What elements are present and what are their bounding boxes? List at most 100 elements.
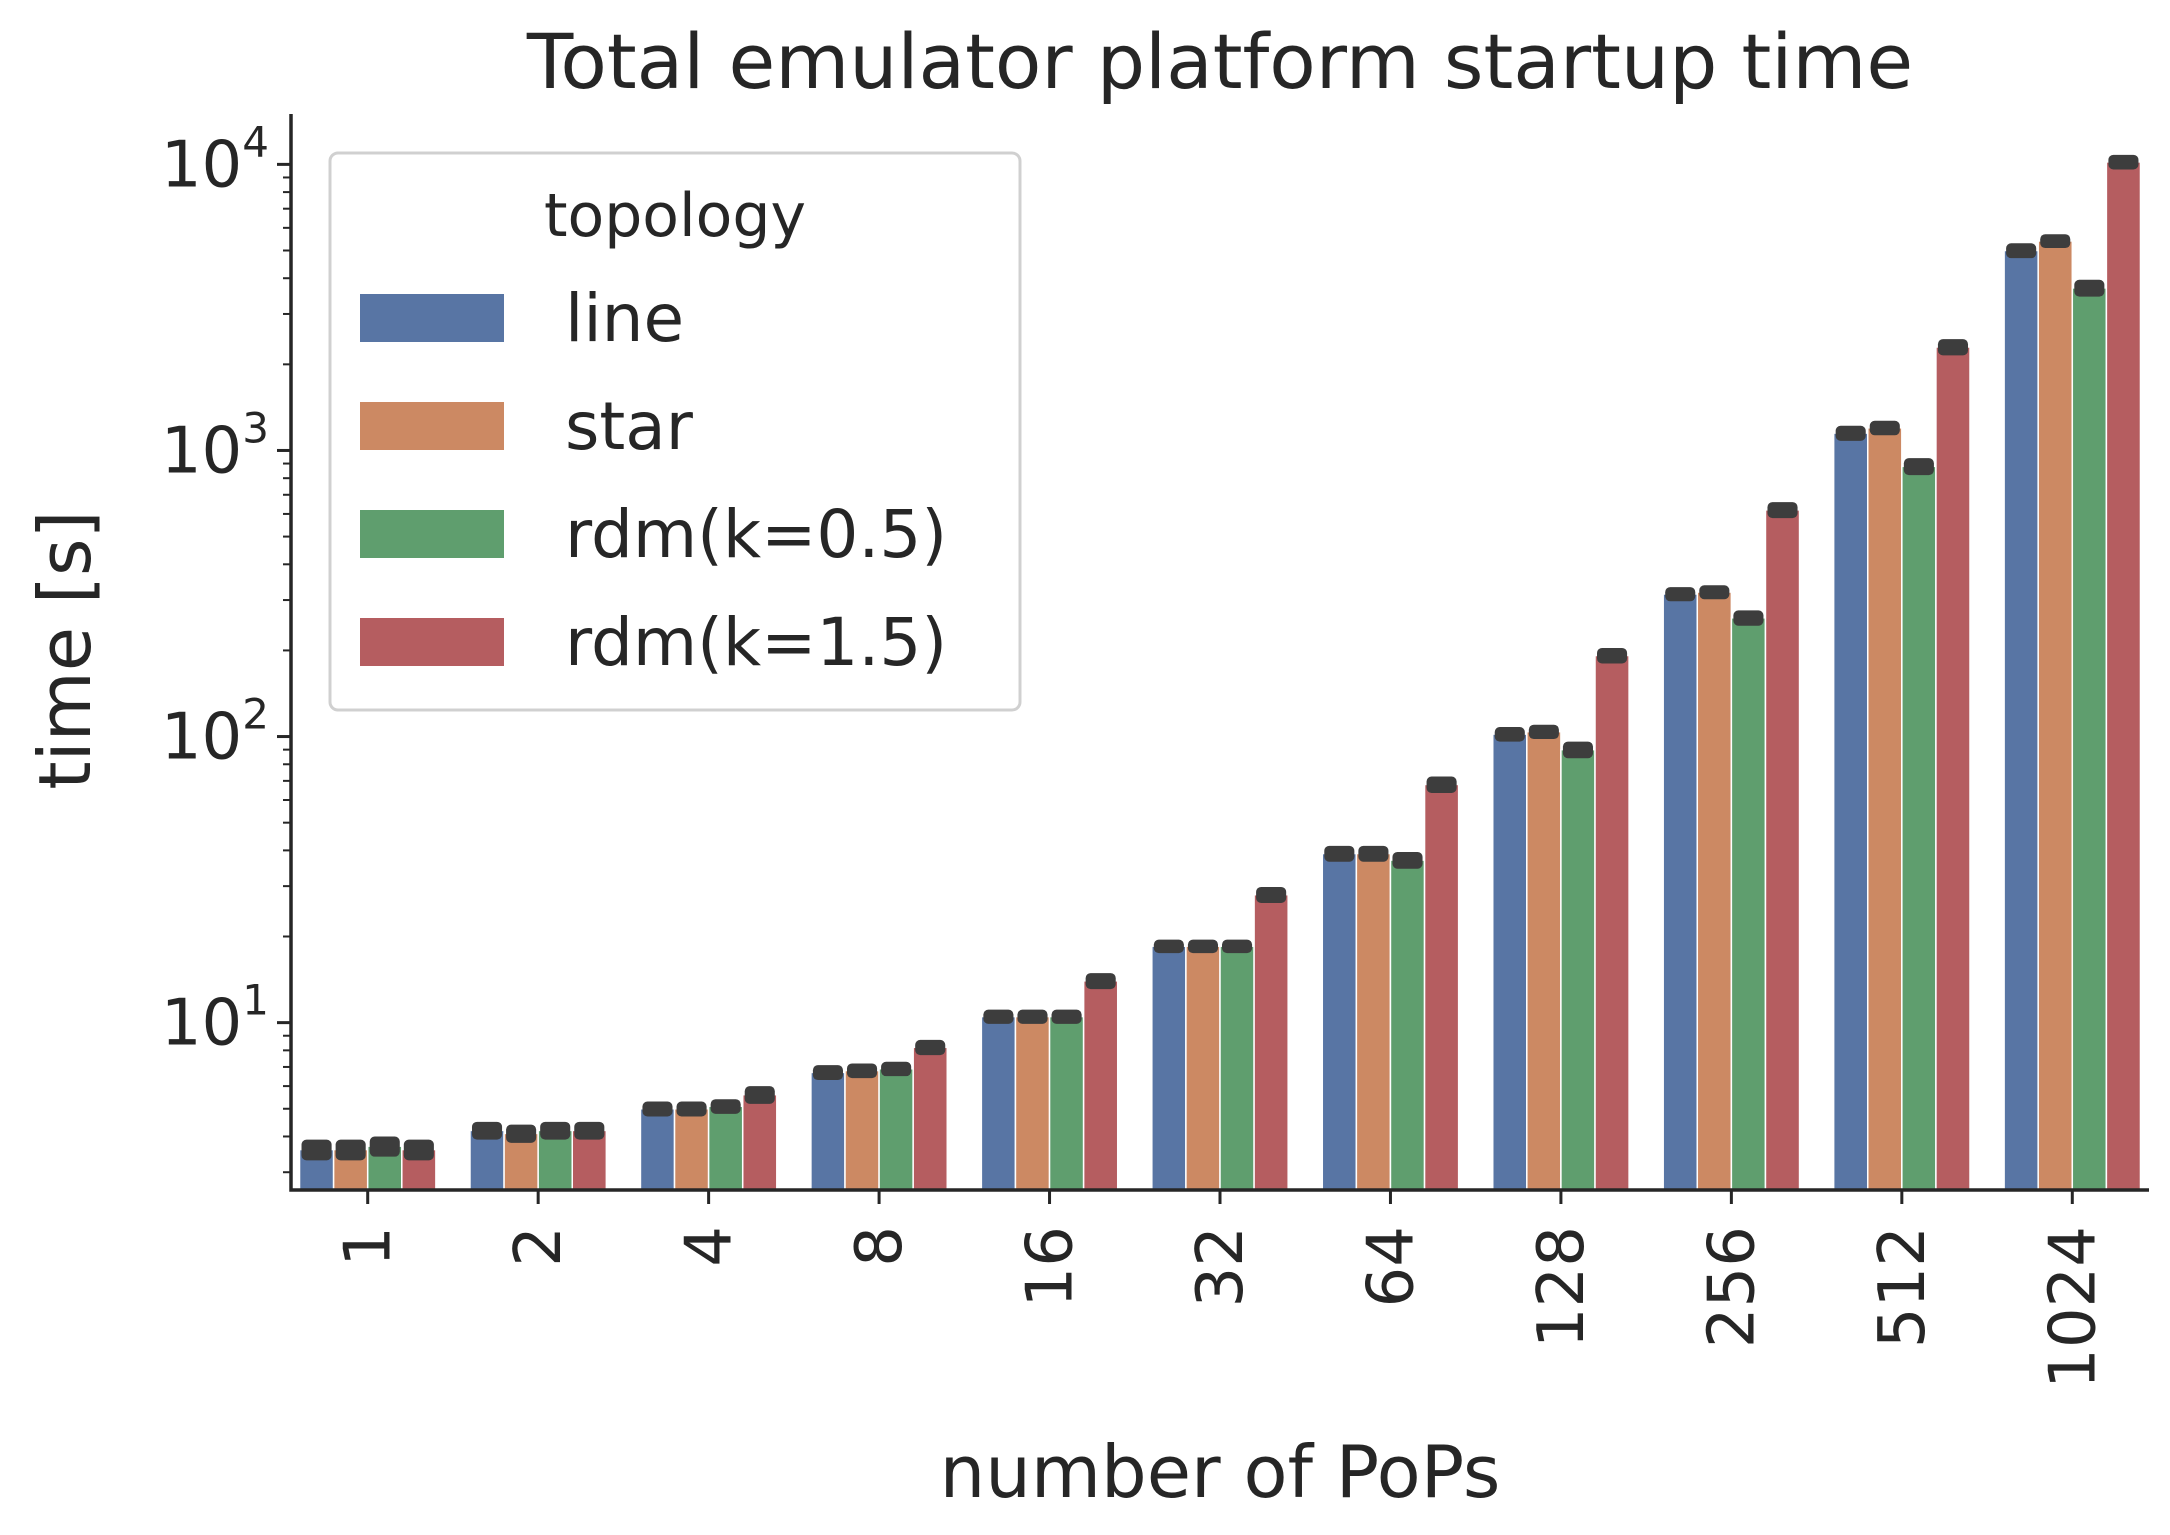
bar-star-64 <box>1355 852 1392 1191</box>
x-tick-label: 128 <box>1525 1226 1599 1348</box>
error-bar-rdm(k=1.5)-16 <box>1085 973 1116 990</box>
legend: topology line star rdm(k=0.5) rdm(k=1.5) <box>328 151 1022 712</box>
x-tick-label: 32 <box>1184 1226 1258 1307</box>
x-tick-label: 4 <box>673 1226 747 1267</box>
error-bar-rdm(k=0.5)-1 <box>369 1136 400 1157</box>
legend-swatch-rdm(k=0.5) <box>360 510 504 558</box>
legend-label-rdm(k=1.5): rdm(k=1.5) <box>565 604 947 681</box>
x-tick-label: 1024 <box>2036 1226 2110 1389</box>
error-bar-star-2 <box>506 1124 537 1143</box>
bar-rdm(k=1.5)-128 <box>1594 654 1630 1191</box>
bar-rdm(k=1.5)-8 <box>912 1046 949 1191</box>
bar-line-64 <box>1321 852 1358 1191</box>
error-bar-rdm(k=1.5)-512 <box>1937 339 1969 356</box>
error-bar-rdm(k=1.5)-4 <box>744 1086 775 1104</box>
bar-rdm(k=0.5)-4 <box>707 1105 744 1191</box>
error-bar-rdm(k=1.5)-128 <box>1597 647 1628 664</box>
y-tick-label: 103 <box>161 403 269 488</box>
bar-line-8 <box>810 1071 846 1191</box>
bar-rdm(k=0.5)-8 <box>878 1067 914 1191</box>
legend-entries: line star rdm(k=0.5) rdm(k=1.5) <box>360 280 947 681</box>
bar-rdm(k=0.5)-32 <box>1219 945 1255 1191</box>
x-tick-label: 8 <box>843 1226 917 1267</box>
error-bar-rdm(k=0.5)-256 <box>1733 610 1764 626</box>
error-bar-star-4 <box>676 1101 707 1117</box>
bar-rdm(k=0.5)-128 <box>1560 748 1596 1191</box>
error-bar-star-512 <box>1869 420 1900 436</box>
y-tick-label: 101 <box>161 976 269 1061</box>
error-bar-line-64 <box>1324 845 1355 862</box>
error-bar-rdm(k=0.5)-1024 <box>2074 279 2105 297</box>
legend-swatch-line <box>360 294 504 342</box>
error-bar-star-16 <box>1017 1009 1048 1024</box>
error-bar-line-8 <box>812 1065 843 1081</box>
error-bar-line-4 <box>642 1101 673 1117</box>
bar-rdm(k=1.5)-2 <box>571 1129 608 1191</box>
bar-star-512 <box>1866 427 1903 1191</box>
bar-rdm(k=1.5)-256 <box>1764 509 1801 1191</box>
error-bar-rdm(k=1.5)-1024 <box>2108 154 2139 170</box>
bar-star-128 <box>1526 730 1562 1191</box>
y-tick-label: 104 <box>161 117 269 202</box>
x-tick-label: 16 <box>1014 1226 1088 1307</box>
error-bar-rdm(k=0.5)-16 <box>1051 1009 1082 1024</box>
legend-label-line: line <box>565 280 684 357</box>
legend-title: topology <box>544 181 806 251</box>
x-axis-ticks: 1 2 4 8 16 32 64 128 256 512 1024 <box>332 1190 2110 1389</box>
bar-star-16 <box>1014 1015 1051 1191</box>
bar-line-256 <box>1662 593 1699 1191</box>
error-bar-rdm(k=1.5)-64 <box>1426 776 1457 793</box>
bar-star-4 <box>673 1108 710 1191</box>
y-axis-label: time [s] <box>23 510 107 789</box>
error-bar-line-1 <box>301 1139 332 1161</box>
bar-rdm(k=1.5)-4 <box>741 1093 778 1191</box>
bar-rdm(k=0.5)-1024 <box>2071 287 2108 1191</box>
error-bar-rdm(k=1.5)-256 <box>1767 502 1798 519</box>
error-bar-line-128 <box>1494 726 1525 742</box>
x-axis-label: number of PoPs <box>940 1430 1501 1514</box>
bar-star-8 <box>844 1069 880 1191</box>
error-bar-rdm(k=0.5)-2 <box>540 1121 571 1140</box>
y-tick-label: 102 <box>161 690 269 775</box>
bar-rdm(k=1.5)-32 <box>1253 893 1289 1191</box>
bar-line-4 <box>639 1108 676 1191</box>
error-bar-star-1 <box>335 1139 366 1161</box>
x-tick-label: 64 <box>1354 1226 1428 1307</box>
bar-rdm(k=1.5)-16 <box>1082 980 1119 1191</box>
bar-rdm(k=0.5)-16 <box>1048 1015 1085 1191</box>
axes-spines <box>289 114 2149 1192</box>
bars-group <box>298 154 2142 1191</box>
bar-rdm(k=1.5)-1024 <box>2105 161 2142 1191</box>
error-bar-star-32 <box>1187 939 1218 954</box>
y-axis-ticks: 101 102 103 104 <box>161 117 291 1174</box>
error-bar-line-32 <box>1153 939 1184 954</box>
error-bar-rdm(k=0.5)-32 <box>1222 939 1253 954</box>
error-bar-line-2 <box>471 1121 503 1140</box>
bar-star-256 <box>1696 591 1733 1191</box>
error-bar-rdm(k=0.5)-4 <box>710 1099 741 1114</box>
x-tick-label: 1 <box>332 1226 406 1267</box>
bar-rdm(k=1.5)-64 <box>1423 783 1460 1191</box>
bar-line-128 <box>1491 733 1528 1191</box>
error-bar-rdm(k=0.5)-64 <box>1392 851 1423 869</box>
bar-rdm(k=0.5)-512 <box>1901 465 1937 1191</box>
x-tick-label: 512 <box>1866 1226 1940 1348</box>
bar-line-1024 <box>2003 249 2039 1191</box>
error-bar-star-128 <box>1528 724 1559 740</box>
chart-title: Total emulator platform startup time <box>526 17 1913 106</box>
legend-box <box>328 151 1022 712</box>
legend-swatch-star <box>360 402 504 450</box>
legend-label-rdm(k=0.5): rdm(k=0.5) <box>565 496 947 573</box>
error-bar-line-16 <box>983 1009 1014 1024</box>
error-bar-rdm(k=0.5)-512 <box>1903 458 1934 476</box>
bar-rdm(k=0.5)-256 <box>1730 617 1767 1191</box>
error-bar-line-512 <box>1835 425 1866 441</box>
x-tick-label: 2 <box>502 1226 576 1267</box>
bar-rdm(k=0.5)-64 <box>1389 859 1426 1191</box>
error-bar-rdm(k=1.5)-8 <box>915 1039 946 1056</box>
error-bar-star-256 <box>1699 585 1730 600</box>
error-bar-star-64 <box>1358 845 1389 862</box>
bar-star-1024 <box>2037 240 2074 1191</box>
error-bar-rdm(k=1.5)-32 <box>1256 886 1287 903</box>
error-bar-line-256 <box>1665 587 1696 602</box>
